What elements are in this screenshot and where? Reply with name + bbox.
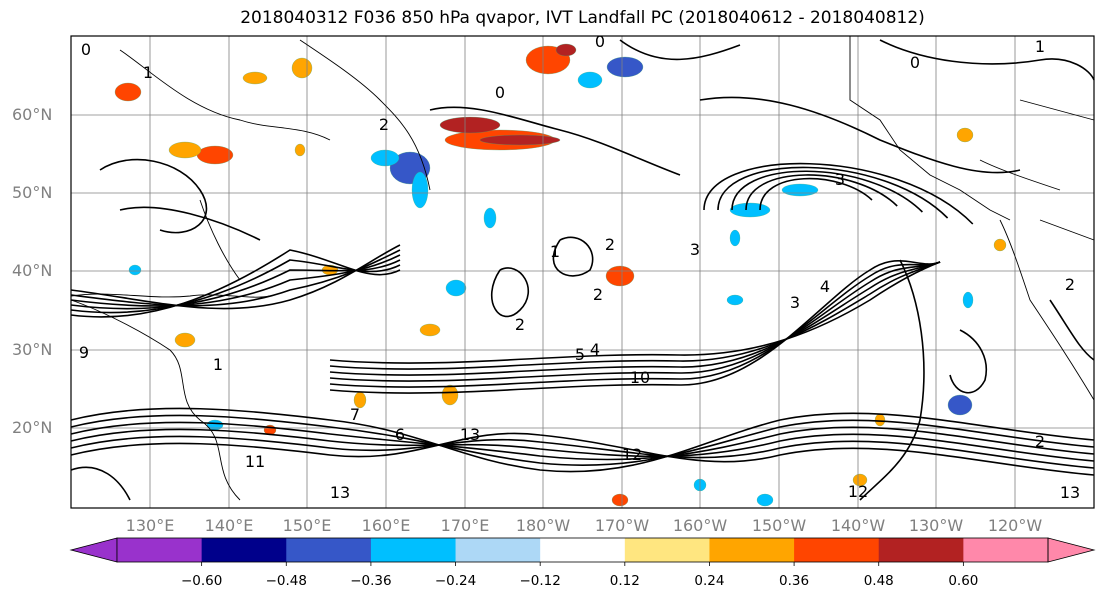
- contour-label: 3: [835, 170, 845, 189]
- lon-label: 120°W: [987, 516, 1043, 535]
- contour-label: 3: [790, 293, 800, 312]
- contour-label: 13: [330, 483, 350, 502]
- colorbar-tick-label: 0.36: [779, 573, 810, 589]
- colorbar-tick-label: 0.60: [948, 573, 979, 589]
- colorbar-tick-label: −0.48: [265, 573, 307, 589]
- lon-label: 160°E: [361, 516, 411, 535]
- contour-label: 1: [1035, 37, 1045, 56]
- contour-label: 0: [595, 32, 605, 51]
- colorbar-segment: [370, 538, 457, 562]
- lon-label: 150°W: [751, 516, 807, 535]
- colorbar-segment: [455, 538, 541, 562]
- contour-label: 1: [213, 355, 223, 374]
- contour-label: 13: [1060, 483, 1080, 502]
- lon-label: 130°W: [908, 516, 964, 535]
- contour-label: 10: [630, 368, 650, 387]
- graticule: [71, 36, 1094, 508]
- colorbar-tick-label: 0.12: [609, 573, 640, 589]
- contour-label: 3: [690, 240, 700, 259]
- contour-label: 2: [1065, 275, 1075, 294]
- contour-label: 6: [395, 425, 405, 444]
- colorbar-segment: [709, 538, 795, 562]
- contour-label: 2: [593, 285, 603, 304]
- colorbar-segment: [117, 538, 203, 562]
- lon-label: 170°E: [440, 516, 490, 535]
- contour-label: 0: [910, 53, 920, 72]
- lat-label: 30°N: [12, 340, 53, 359]
- contour-label: 4: [590, 340, 600, 359]
- colorbar-tick-label: 0.24: [694, 573, 725, 589]
- colorbar-tick-label: −0.12: [519, 573, 561, 589]
- anomaly-shading: [114, 43, 1007, 507]
- lon-label: 160°W: [672, 516, 728, 535]
- lat-label: 50°N: [12, 183, 53, 202]
- colorbar-tick-label: −0.36: [350, 573, 392, 589]
- map-title: 2018040312 F036 850 hPa qvapor, IVT Land…: [240, 8, 925, 28]
- contour-label: 11: [245, 452, 265, 471]
- colorbar-tick-label: 0.48: [863, 573, 894, 589]
- lon-label: 150°E: [282, 516, 332, 535]
- lon-label: 180°W: [515, 516, 571, 535]
- contour-label: 9: [79, 343, 89, 362]
- contour-label: 0: [495, 83, 505, 102]
- lat-label: 60°N: [12, 105, 53, 124]
- contour-label: 13: [460, 425, 480, 444]
- colorbar-segment: [201, 538, 287, 562]
- lat-label: 40°N: [12, 261, 53, 280]
- contour-label: 2: [379, 115, 389, 134]
- ivt-contours: [70, 39, 1095, 501]
- colorbar-segment: [624, 538, 710, 562]
- lon-label: 130°E: [125, 516, 175, 535]
- colorbar-tick-label: −0.60: [180, 573, 223, 589]
- contour-label: 5: [575, 345, 585, 364]
- colorbar-segment: [540, 538, 626, 562]
- contour-label: 1: [143, 63, 153, 82]
- colorbar-tick-label: −0.24: [434, 573, 477, 589]
- colorbar-segment: [963, 538, 1049, 562]
- contour-label: 7: [350, 405, 360, 424]
- contour-label: 0: [81, 40, 91, 59]
- contour-label: 4: [820, 277, 830, 296]
- colorbar-segment: [286, 538, 372, 562]
- contour-label: 12: [848, 482, 868, 501]
- colorbar-segment: [794, 538, 880, 562]
- contour-label: 12: [622, 445, 642, 464]
- lat-label: 20°N: [12, 418, 53, 437]
- lon-label: 170°W: [594, 516, 650, 535]
- contour-label: 2: [515, 315, 525, 334]
- lon-label: 140°W: [830, 516, 886, 535]
- contour-label: 2: [1035, 432, 1045, 451]
- lon-label: 140°E: [204, 516, 254, 535]
- colorbar-segment: [878, 538, 964, 562]
- contour-label: 2: [605, 235, 615, 254]
- contour-label: 1: [550, 242, 560, 261]
